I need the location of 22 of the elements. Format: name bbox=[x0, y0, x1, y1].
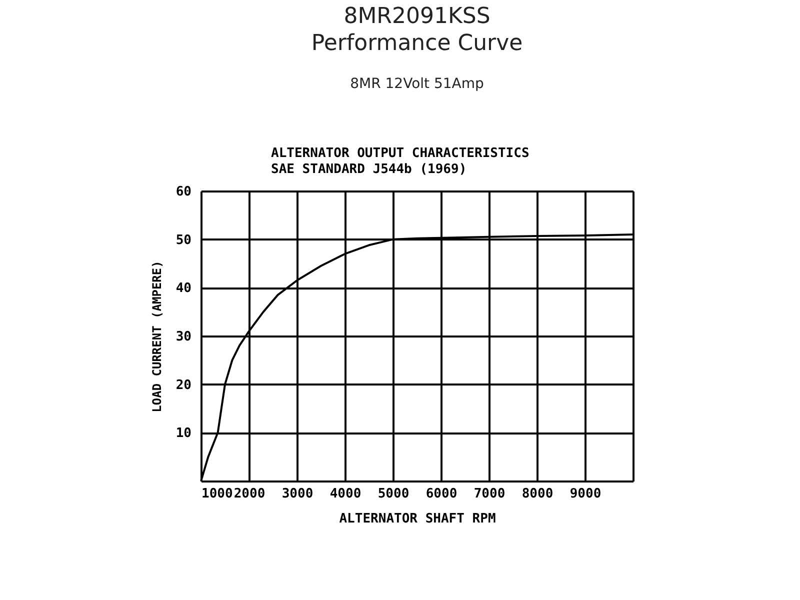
x-tick-label: 9000 bbox=[570, 486, 602, 502]
x-tick-label: 6000 bbox=[426, 486, 458, 502]
text: SAE STANDARD J544b (1969) bbox=[271, 162, 467, 177]
y-tick-label: 60 bbox=[176, 184, 192, 200]
x-tick-label: 1000 bbox=[202, 486, 233, 502]
x-tick-label: 3000 bbox=[282, 486, 314, 502]
text: 8MR2091KSS bbox=[344, 4, 490, 29]
x-tick-label: 8000 bbox=[522, 486, 554, 502]
y-tick-label: 40 bbox=[176, 281, 192, 296]
chart-subtitle: 8MR 12Volt 51Amp bbox=[350, 76, 484, 92]
y-axis-title: LOAD CURRENT (AMPERE) bbox=[150, 260, 164, 412]
y-tick-label: 20 bbox=[176, 378, 192, 393]
y-tick-label: 30 bbox=[176, 330, 192, 344]
text: Performance Curve bbox=[311, 31, 523, 56]
y-tick-label: 50 bbox=[176, 232, 192, 248]
x-tick-label: 2000 bbox=[234, 486, 266, 502]
x-tick-label: 5000 bbox=[378, 486, 410, 502]
x-axis-title: ALTERNATOR SHAFT RPM bbox=[339, 512, 496, 526]
x-tick-label: 7000 bbox=[474, 486, 506, 502]
text: ALTERNATOR OUTPUT CHARACTERISTICS bbox=[271, 146, 530, 161]
y-tick-label: 10 bbox=[176, 426, 192, 442]
x-tick-label: 4000 bbox=[330, 486, 362, 502]
